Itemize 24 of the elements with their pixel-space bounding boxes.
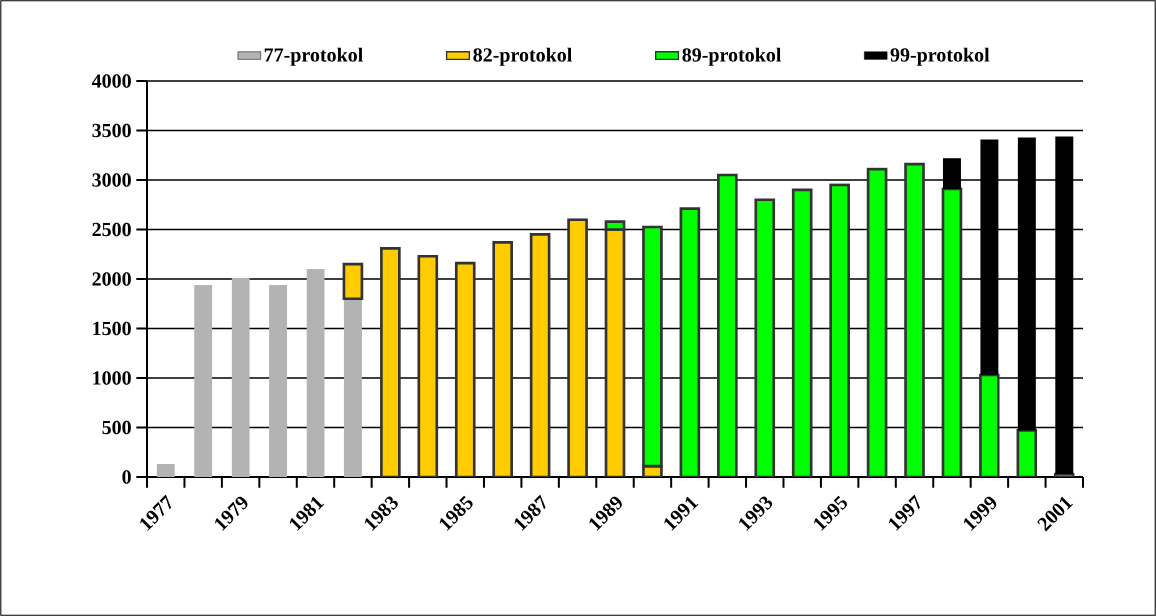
bar (156, 464, 175, 477)
legend-label: 89-protokol (682, 47, 782, 66)
bar (1055, 136, 1074, 475)
y-tick-label: 2000 (92, 272, 131, 286)
bar (231, 278, 250, 477)
legend-label: 77-protokol (264, 47, 363, 66)
y-tick-label: 3500 (92, 123, 131, 138)
y-tick-label: 0 (122, 470, 131, 484)
bar (942, 158, 961, 189)
bar (342, 262, 364, 301)
y-tick-label: 2500 (92, 222, 131, 237)
y-tick-label: 1500 (93, 321, 131, 336)
y-tick-label: 1000 (93, 371, 131, 385)
legend-label: 82-protokol (473, 47, 572, 66)
bar (306, 269, 325, 477)
y-tick-label: 500 (102, 420, 131, 435)
bar (343, 298, 362, 477)
bar (194, 284, 213, 477)
legend-label: 99-protokol (890, 47, 990, 66)
y-tick-label: 4000 (91, 74, 131, 88)
bar (980, 139, 999, 376)
bar (1017, 137, 1036, 431)
y-tick-label: 3000 (92, 173, 131, 187)
bar (269, 284, 288, 477)
